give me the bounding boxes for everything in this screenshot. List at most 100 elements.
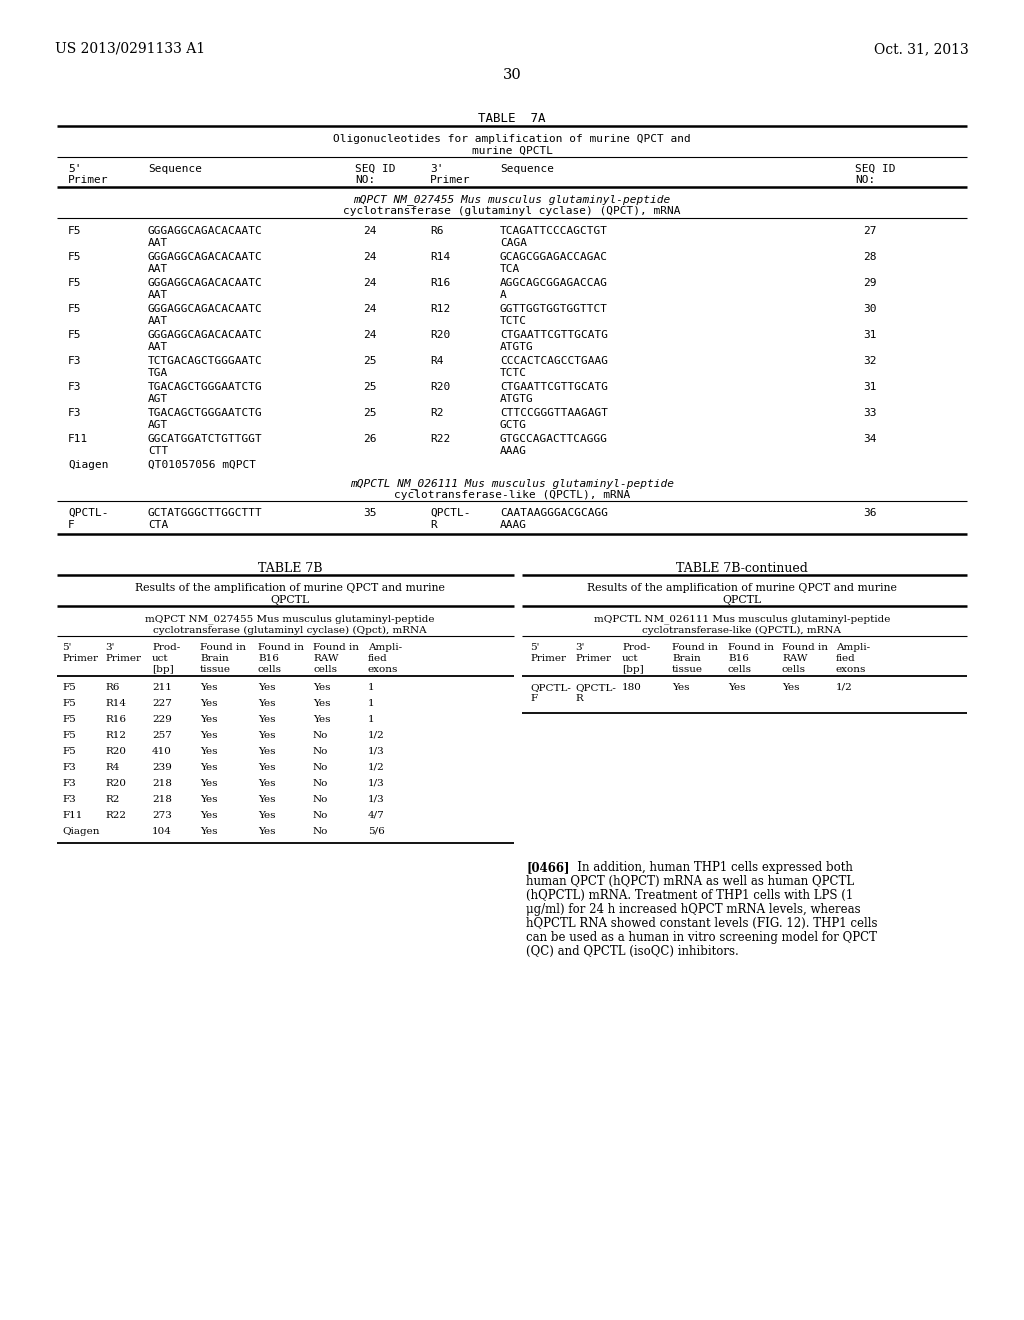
Text: 3': 3' <box>575 643 585 652</box>
Text: AAT: AAT <box>148 264 168 275</box>
Text: AAT: AAT <box>148 315 168 326</box>
Text: 3': 3' <box>105 643 115 652</box>
Text: R6: R6 <box>105 682 120 692</box>
Text: GGGAGGCAGACACAATC: GGGAGGCAGACACAATC <box>148 304 263 314</box>
Text: 1: 1 <box>368 715 375 723</box>
Text: Results of the amplification of murine QPCT and murine: Results of the amplification of murine Q… <box>587 583 897 593</box>
Text: 5': 5' <box>530 643 540 652</box>
Text: QPCTL: QPCTL <box>723 595 762 605</box>
Text: Sequence: Sequence <box>500 164 554 174</box>
Text: Found in: Found in <box>258 643 304 652</box>
Text: 273: 273 <box>152 810 172 820</box>
Text: μg/ml) for 24 h increased hQPCT mRNA levels, whereas: μg/ml) for 24 h increased hQPCT mRNA lev… <box>526 903 860 916</box>
Text: Yes: Yes <box>258 763 275 772</box>
Text: Found in: Found in <box>313 643 359 652</box>
Text: [bp]: [bp] <box>622 665 644 675</box>
Text: Prod-: Prod- <box>622 643 650 652</box>
Text: 211: 211 <box>152 682 172 692</box>
Text: cells: cells <box>782 665 806 675</box>
Text: Yes: Yes <box>258 731 275 741</box>
Text: TCTGACAGCTGGGAATC: TCTGACAGCTGGGAATC <box>148 356 263 366</box>
Text: TCAGATTCCCAGCTGT: TCAGATTCCCAGCTGT <box>500 226 608 236</box>
Text: A: A <box>500 290 507 300</box>
Text: GGGAGGCAGACACAATC: GGGAGGCAGACACAATC <box>148 226 263 236</box>
Text: 31: 31 <box>863 381 877 392</box>
Text: cells: cells <box>313 665 337 675</box>
Text: R: R <box>430 520 437 531</box>
Text: R4: R4 <box>105 763 120 772</box>
Text: Yes: Yes <box>258 715 275 723</box>
Text: Primer: Primer <box>530 653 566 663</box>
Text: Found in: Found in <box>728 643 774 652</box>
Text: 5': 5' <box>62 643 72 652</box>
Text: 27: 27 <box>863 226 877 236</box>
Text: R20: R20 <box>430 381 451 392</box>
Text: Ampli-: Ampli- <box>368 643 402 652</box>
Text: cyclotransferase-like (QPCTL), mRNA: cyclotransferase-like (QPCTL), mRNA <box>642 626 842 635</box>
Text: 227: 227 <box>152 700 172 708</box>
Text: CAATAAGGGACGCAGG: CAATAAGGGACGCAGG <box>500 508 608 517</box>
Text: GGGAGGCAGACACAATC: GGGAGGCAGACACAATC <box>148 330 263 341</box>
Text: AGGCAGCGGAGACCAG: AGGCAGCGGAGACCAG <box>500 279 608 288</box>
Text: F3: F3 <box>62 779 76 788</box>
Text: 24: 24 <box>364 226 377 236</box>
Text: ATGTG: ATGTG <box>500 393 534 404</box>
Text: Results of the amplification of murine QPCT and murine: Results of the amplification of murine Q… <box>135 583 445 593</box>
Text: TGACAGCTGGGAATCTG: TGACAGCTGGGAATCTG <box>148 408 263 418</box>
Text: QPCTL-: QPCTL- <box>575 682 615 692</box>
Text: CTGAATTCGTTGCATG: CTGAATTCGTTGCATG <box>500 330 608 341</box>
Text: No: No <box>313 810 329 820</box>
Text: Yes: Yes <box>200 731 217 741</box>
Text: F5: F5 <box>62 715 76 723</box>
Text: cells: cells <box>728 665 752 675</box>
Text: R12: R12 <box>105 731 126 741</box>
Text: CAGA: CAGA <box>500 238 527 248</box>
Text: QPCTL-: QPCTL- <box>430 508 470 517</box>
Text: Yes: Yes <box>200 779 217 788</box>
Text: F5: F5 <box>62 747 76 756</box>
Text: TGA: TGA <box>148 368 168 378</box>
Text: No: No <box>313 828 329 836</box>
Text: No: No <box>313 763 329 772</box>
Text: uct: uct <box>152 653 169 663</box>
Text: GCAGCGGAGACCAGAC: GCAGCGGAGACCAGAC <box>500 252 608 261</box>
Text: No: No <box>313 747 329 756</box>
Text: 24: 24 <box>364 279 377 288</box>
Text: 28: 28 <box>863 252 877 261</box>
Text: R2: R2 <box>105 795 120 804</box>
Text: F: F <box>530 694 538 704</box>
Text: 34: 34 <box>863 434 877 444</box>
Text: GCTATGGGCTTGGCTTT: GCTATGGGCTTGGCTTT <box>148 508 263 517</box>
Text: AAAG: AAAG <box>500 446 527 455</box>
Text: murine QPCTL: murine QPCTL <box>471 147 553 156</box>
Text: 25: 25 <box>364 381 377 392</box>
Text: Yes: Yes <box>313 682 331 692</box>
Text: Yes: Yes <box>200 828 217 836</box>
Text: F5: F5 <box>62 731 76 741</box>
Text: Found in: Found in <box>782 643 828 652</box>
Text: No: No <box>313 795 329 804</box>
Text: 104: 104 <box>152 828 172 836</box>
Text: F3: F3 <box>62 763 76 772</box>
Text: B16: B16 <box>258 653 279 663</box>
Text: 1/3: 1/3 <box>368 747 385 756</box>
Text: CTTCCGGGTTAAGAGT: CTTCCGGGTTAAGAGT <box>500 408 608 418</box>
Text: F5: F5 <box>68 330 82 341</box>
Text: R22: R22 <box>430 434 451 444</box>
Text: 5': 5' <box>68 164 82 174</box>
Text: TCTC: TCTC <box>500 315 527 326</box>
Text: cells: cells <box>258 665 282 675</box>
Text: Primer: Primer <box>430 176 470 185</box>
Text: 1/3: 1/3 <box>368 779 385 788</box>
Text: 229: 229 <box>152 715 172 723</box>
Text: In addition, human THP1 cells expressed both: In addition, human THP1 cells expressed … <box>566 861 853 874</box>
Text: exons: exons <box>368 665 398 675</box>
Text: F: F <box>68 520 75 531</box>
Text: mQPCT NM_027455 Mus musculus glutaminyl-peptide: mQPCT NM_027455 Mus musculus glutaminyl-… <box>145 614 435 623</box>
Text: Oct. 31, 2013: Oct. 31, 2013 <box>874 42 969 55</box>
Text: 1/2: 1/2 <box>368 731 385 741</box>
Text: TABLE 7B: TABLE 7B <box>258 562 323 576</box>
Text: 31: 31 <box>863 330 877 341</box>
Text: Yes: Yes <box>258 700 275 708</box>
Text: Sequence: Sequence <box>148 164 202 174</box>
